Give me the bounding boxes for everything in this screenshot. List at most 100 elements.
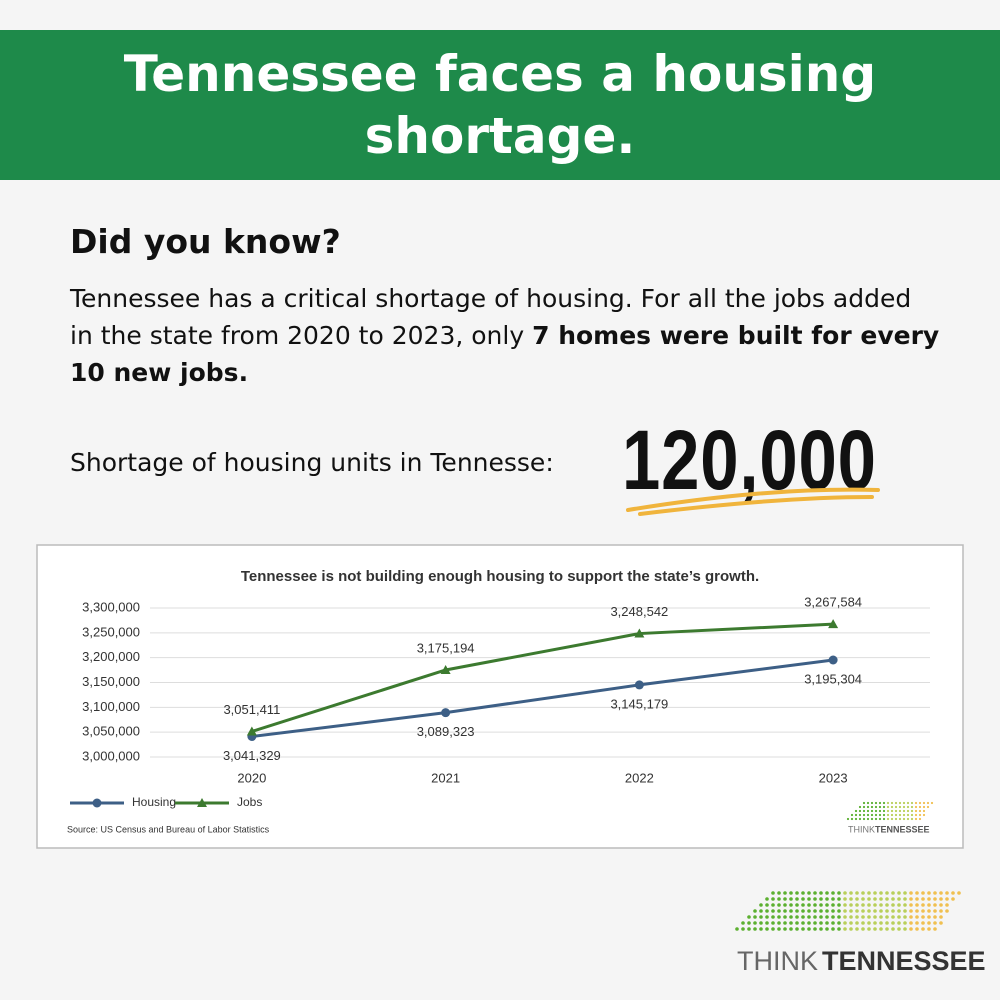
logo-dot	[890, 801, 894, 805]
series-line	[251, 622, 834, 733]
logo-dot	[903, 891, 907, 895]
logo-dot	[866, 817, 870, 821]
logo-dot	[771, 909, 775, 913]
logo-dot	[831, 909, 835, 913]
logo-dot	[850, 817, 854, 821]
point	[828, 619, 839, 629]
y-tick-label: 3,300,000	[82, 599, 140, 614]
y-tick-label: 3,150,000	[82, 674, 140, 689]
logo-dot	[910, 817, 914, 821]
logo-dot	[939, 915, 943, 919]
logo-dot	[777, 909, 781, 913]
logo-dot	[910, 809, 914, 813]
logo-dot	[926, 801, 930, 805]
logo-dot	[843, 891, 847, 895]
logo-dot	[921, 909, 925, 913]
point	[440, 664, 451, 674]
logo-dot	[741, 927, 745, 931]
y-tick-label: 3,200,000	[82, 649, 140, 664]
logo-dot	[918, 801, 922, 805]
logo-dot	[831, 903, 835, 907]
logo-dot	[921, 921, 925, 925]
logo-dot	[843, 921, 847, 925]
intro-heading: Did you know?	[70, 222, 341, 261]
logo-dot	[879, 915, 883, 919]
logo-dot	[894, 817, 898, 821]
logo-dot	[909, 915, 913, 919]
logo-dot	[854, 817, 858, 821]
logo-dot	[874, 817, 878, 821]
logo-dot	[885, 921, 889, 925]
logo-dot	[795, 927, 799, 931]
logo-dot	[879, 897, 883, 901]
logo-dot	[855, 897, 859, 901]
logo-dot	[886, 801, 890, 805]
logo-dot	[898, 805, 902, 809]
logo-dot	[843, 927, 847, 931]
logo-dot	[867, 909, 871, 913]
logo-dot	[873, 897, 877, 901]
logo-dot	[870, 805, 874, 809]
logo-dot	[807, 909, 811, 913]
point	[634, 628, 645, 638]
logo-dot	[921, 903, 925, 907]
logo-dot	[933, 921, 937, 925]
logo-dot	[898, 809, 902, 813]
logo-dot	[855, 909, 859, 913]
series-line	[251, 658, 834, 738]
logo-dot	[867, 897, 871, 901]
logo-dot	[849, 891, 853, 895]
logo-dot	[906, 809, 910, 813]
logo-dot	[813, 891, 817, 895]
logo-dot	[909, 891, 913, 895]
logo-dot	[861, 903, 865, 907]
logo-dot	[885, 927, 889, 931]
value-label: 3,175,194	[417, 640, 475, 655]
logo-dot	[933, 891, 937, 895]
logo-dot	[783, 927, 787, 931]
logo-dot	[759, 927, 763, 931]
logo-dot	[771, 927, 775, 931]
logo-dot	[765, 909, 769, 913]
logo-dot	[801, 897, 805, 901]
logo-dot	[747, 915, 751, 919]
logo-dot	[854, 813, 858, 817]
logo-dot	[914, 801, 918, 805]
logo-dot	[910, 813, 914, 817]
logo-dot	[855, 915, 859, 919]
logo-dot	[879, 891, 883, 895]
x-tick-label: 2020	[237, 770, 266, 785]
logo-dot	[849, 903, 853, 907]
logo-dot	[807, 903, 811, 907]
logo-dot	[783, 909, 787, 913]
y-tick-label: 3,100,000	[82, 699, 140, 714]
logo-dot	[795, 897, 799, 901]
logo-dot	[897, 903, 901, 907]
logo-dot	[902, 805, 906, 809]
logo-dot	[789, 909, 793, 913]
logo-dot	[903, 903, 907, 907]
logo-dot	[891, 921, 895, 925]
logo-dot	[807, 891, 811, 895]
logo-dot	[898, 817, 902, 821]
logo-dot	[867, 891, 871, 895]
logo-dot	[819, 915, 823, 919]
value-label: 3,195,304	[804, 671, 862, 686]
logo-dot	[903, 921, 907, 925]
logo-dot	[849, 915, 853, 919]
logo-dot	[882, 817, 886, 821]
logo-dot	[813, 927, 817, 931]
logo-dot	[759, 915, 763, 919]
logo-dot	[921, 915, 925, 919]
logo-dot	[885, 915, 889, 919]
logo-dot	[837, 921, 841, 925]
intro-emphasis: 7 homes were built for every 10 new jobs…	[70, 321, 940, 387]
logo-dot	[882, 801, 886, 805]
logo-dot	[914, 817, 918, 821]
logo-dot	[891, 903, 895, 907]
legend-label: Jobs	[237, 795, 262, 809]
logo-dot	[915, 891, 919, 895]
logo-dot	[882, 813, 886, 817]
logo-dot	[909, 909, 913, 913]
logo-dot	[873, 915, 877, 919]
